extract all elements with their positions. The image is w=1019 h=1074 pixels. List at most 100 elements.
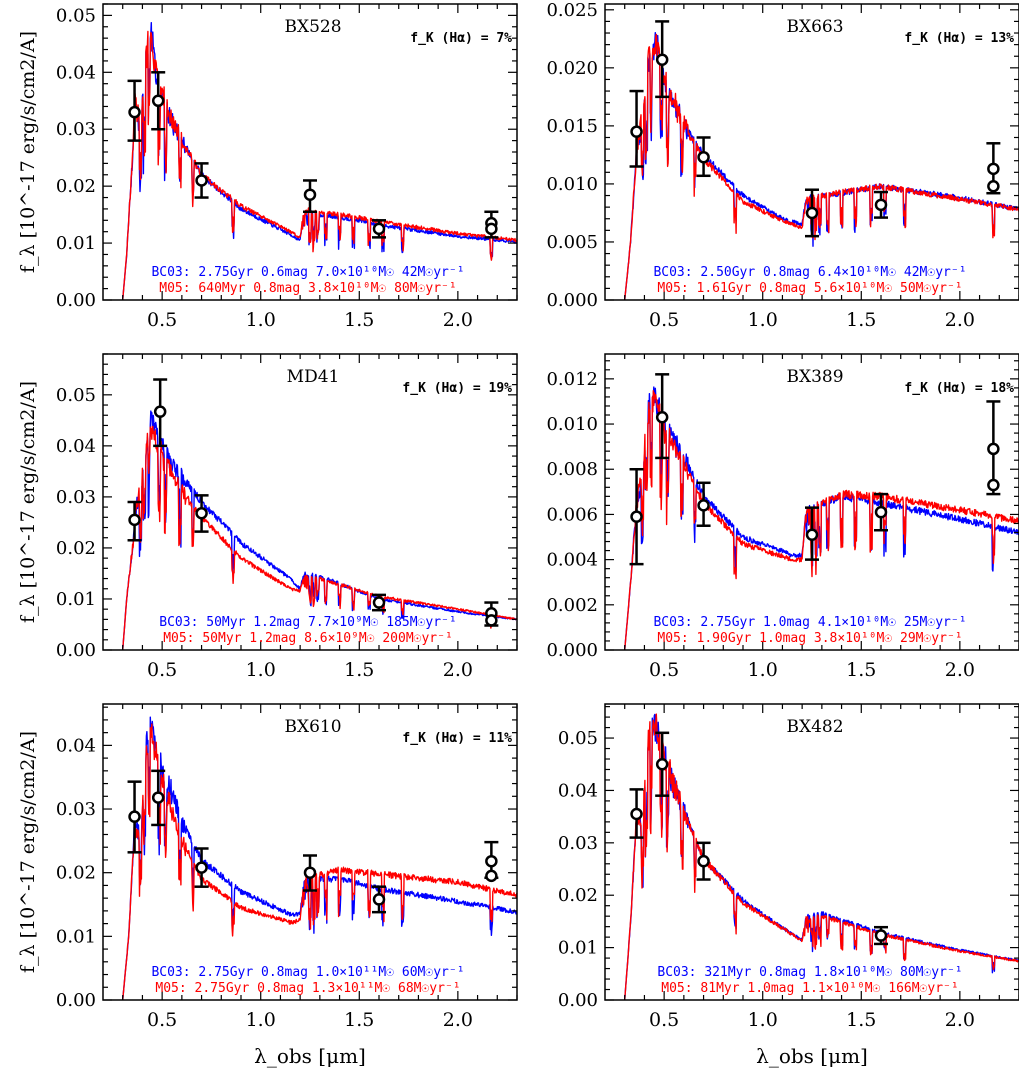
x-tick-label: 1.0 bbox=[748, 309, 778, 331]
spectrum-line-bc03 bbox=[122, 410, 518, 651]
y-tick-label: 0.01 bbox=[56, 926, 96, 947]
y-tick-label: 0.002 bbox=[546, 595, 598, 616]
legend-bc03: BC03: 2.50Gyr 0.8mag 6.4×10¹⁰M☉ 42M☉yr⁻¹ bbox=[653, 265, 966, 280]
data-point bbox=[195, 861, 208, 874]
y-tick-label: 0.015 bbox=[546, 116, 598, 137]
plot-frame bbox=[102, 703, 518, 1001]
fk-label: f_K (Hα) = 11% bbox=[402, 731, 512, 746]
plot-frame bbox=[604, 3, 1019, 301]
data-point bbox=[697, 150, 710, 164]
x-tick-label: 0.5 bbox=[649, 659, 679, 681]
y-tick-label: 0.01 bbox=[558, 938, 598, 959]
chart-panel: 0.5 1.0 1.5 2.0 0.00 0.01 0.02 0.03 0.04 0.05 BX48… bbox=[558, 703, 1019, 1031]
data-point bbox=[485, 614, 498, 627]
fk-label: f_K (Hα) = 7% bbox=[410, 31, 512, 46]
data-point bbox=[874, 929, 888, 942]
legend-m05: M05: 640Myr 0.8mag 3.8×10¹⁰M☉ 80M☉yr⁻¹ bbox=[159, 281, 456, 296]
data-point bbox=[128, 810, 141, 823]
data-point bbox=[987, 442, 1000, 456]
fk-label: f_K (Hα) = 19% bbox=[402, 381, 512, 396]
data-point bbox=[987, 478, 1000, 492]
y-tick-label: 0.00 bbox=[558, 990, 598, 1011]
fk-label: f_K (Hα) = 13% bbox=[904, 31, 1014, 46]
y-axis-label: f_λ [10^-17 erg/s/cm2/A] bbox=[17, 31, 39, 273]
chart-panel: 0.5 1.0 1.5 2.0 0.000 0.002 0.004 0.006 0.008 0.0… bbox=[546, 353, 1019, 681]
legend-m05: M05: 1.61Gyr 0.8mag 5.6×10¹⁰M☉ 50M☉yr⁻¹ bbox=[657, 281, 962, 296]
fk-label: f_K (Hα) = 18% bbox=[904, 381, 1014, 396]
y-tick-label: 0.005 bbox=[546, 232, 598, 253]
panel-title: BX389 bbox=[786, 367, 843, 387]
legend-bc03: BC03: 2.75Gyr 1.0mag 4.1×10¹⁰M☉ 25M☉yr⁻¹ bbox=[653, 615, 966, 630]
y-tick-label: 0.03 bbox=[56, 119, 96, 140]
data-point bbox=[151, 94, 165, 108]
spectrum-line-bc03 bbox=[122, 22, 518, 301]
y-tick-label: 0.04 bbox=[558, 780, 598, 801]
y-axis-label: f_λ [10^-17 erg/s/cm2/A] bbox=[17, 731, 39, 973]
data-point bbox=[987, 162, 1000, 176]
y-tick-label: 0.05 bbox=[558, 728, 598, 749]
data-point bbox=[655, 53, 669, 66]
data-point bbox=[195, 506, 208, 520]
legend-m05: M05: 81Myr 1.0mag 1.1×10¹⁰M☉ 166M☉yr⁻¹ bbox=[661, 981, 958, 996]
panel-title: BX528 bbox=[284, 17, 341, 37]
y-axis-label: f_λ [10^-17 erg/s/cm2/A] bbox=[17, 381, 39, 623]
x-tick-label: 0.5 bbox=[147, 309, 177, 331]
x-tick-label: 1.5 bbox=[846, 659, 876, 681]
data-point bbox=[372, 222, 386, 236]
data-point bbox=[303, 188, 317, 201]
x-tick-label: 1.0 bbox=[748, 1009, 778, 1031]
data-point bbox=[151, 791, 165, 804]
x-tick-label: 1.5 bbox=[846, 1009, 876, 1031]
y-tick-label: 0.004 bbox=[546, 550, 598, 571]
y-tick-label: 0.010 bbox=[546, 174, 598, 195]
y-tick-label: 0.006 bbox=[546, 504, 598, 525]
panel-title: BX663 bbox=[786, 17, 843, 37]
x-tick-label: 1.0 bbox=[246, 1009, 276, 1031]
spectrum-line-m05 bbox=[624, 33, 1019, 301]
chart-panel: 0.5 1.0 1.5 2.0 0.00 0.01 0.02 0.03 0.04 0.05 BX52… bbox=[56, 3, 518, 331]
y-tick-label: 0.025 bbox=[546, 0, 598, 21]
data-point bbox=[153, 405, 167, 418]
data-point bbox=[697, 854, 710, 868]
chart-panel: 0.5 1.0 1.5 2.0 0.000 0.005 0.010 0.015 0.020 0.0… bbox=[546, 0, 1019, 331]
legend-m05: M05: 1.90Gyr 1.0mag 3.8×10¹⁰M☉ 29M☉yr⁻¹ bbox=[657, 631, 962, 646]
y-tick-label: 0.008 bbox=[546, 459, 598, 480]
x-tick-label: 2.0 bbox=[443, 1009, 473, 1031]
data-point bbox=[372, 893, 386, 906]
x-tick-label: 2.0 bbox=[945, 659, 975, 681]
x-tick-label: 0.5 bbox=[649, 309, 679, 331]
data-point bbox=[630, 125, 643, 138]
panel-title: BX610 bbox=[284, 717, 341, 737]
spectrum-line-m05 bbox=[122, 30, 518, 301]
data-point bbox=[655, 757, 669, 771]
data-point bbox=[987, 179, 1000, 193]
y-tick-label: 0.012 bbox=[546, 369, 598, 390]
data-point bbox=[485, 222, 498, 236]
legend-m05: M05: 2.75Gyr 0.8mag 1.3×10¹¹M☉ 68M☉yr⁻¹ bbox=[155, 981, 460, 996]
legend-bc03: BC03: 321Myr 0.8mag 1.8×10¹⁰M☉ 80M☉yr⁻¹ bbox=[657, 965, 962, 980]
y-tick-label: 0.00 bbox=[56, 990, 96, 1011]
y-tick-label: 0.03 bbox=[56, 799, 96, 820]
x-tick-label: 1.5 bbox=[846, 309, 876, 331]
data-point bbox=[128, 513, 141, 527]
x-tick-label: 1.5 bbox=[344, 309, 374, 331]
y-tick-label: 0.03 bbox=[56, 487, 96, 508]
y-tick-label: 0.02 bbox=[558, 885, 598, 906]
y-tick-label: 0.000 bbox=[546, 290, 598, 311]
plot-frame bbox=[102, 353, 518, 651]
y-tick-label: 0.000 bbox=[546, 640, 598, 661]
x-tick-label: 0.5 bbox=[649, 1009, 679, 1031]
spectrum-line-m05 bbox=[624, 390, 1019, 651]
data-point bbox=[303, 866, 317, 879]
data-point bbox=[697, 499, 710, 512]
y-tick-label: 0.00 bbox=[56, 290, 96, 311]
data-point bbox=[874, 198, 888, 212]
spectrum-line-bc03 bbox=[624, 713, 1019, 1001]
y-tick-label: 0.010 bbox=[546, 414, 598, 435]
x-tick-label: 1.0 bbox=[246, 309, 276, 331]
data-point bbox=[195, 174, 208, 187]
data-point bbox=[630, 807, 643, 821]
x-tick-label: 0.5 bbox=[147, 1009, 177, 1031]
y-tick-label: 0.01 bbox=[56, 233, 96, 254]
